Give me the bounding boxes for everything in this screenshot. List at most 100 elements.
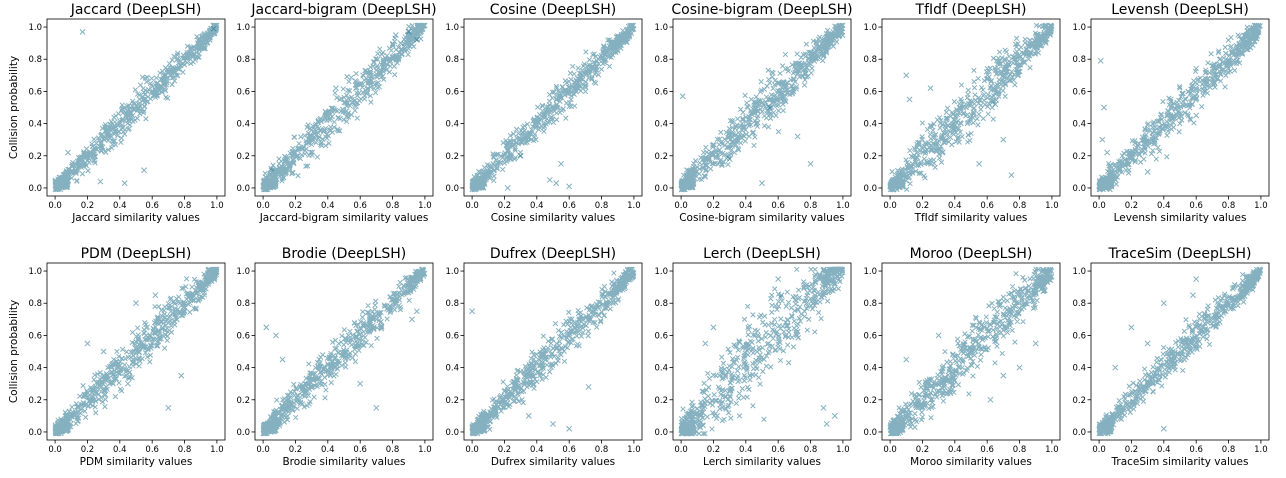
x-tick-label: 0.4 <box>1157 201 1171 211</box>
y-tick-label: 0.6 <box>1072 87 1086 97</box>
subplot-3: Cosine (DeepLSH) 0.0 0.2 0.4 0.6 0.8 1.0 0.0 0.2… <box>445 2 643 224</box>
scatter-point <box>987 396 994 403</box>
x-tick-label: 1.0 <box>210 201 224 211</box>
y-tick-label: 0.6 <box>236 331 250 341</box>
y-tick-label: 0.2 <box>28 152 42 162</box>
plot-frame <box>463 18 643 197</box>
y-tick-label: 0.8 <box>863 299 877 309</box>
x-axis-label: Jaccard similarity values <box>71 212 200 224</box>
y-tick-label: 0.4 <box>236 364 250 374</box>
y-tick-label: 0.0 <box>28 428 42 438</box>
y-tick-label: 1.0 <box>28 23 42 33</box>
x-tick-label: 1.0 <box>836 201 850 211</box>
scatter-point <box>409 316 415 323</box>
scatter-cloud <box>52 22 220 193</box>
scatter-cloud <box>1096 22 1263 193</box>
x-tick-label: 0.2 <box>498 201 512 211</box>
x-tick-label: 0.2 <box>289 445 303 455</box>
x-axis-label: Levensh similarity values <box>1114 212 1247 224</box>
y-tick-label: 0.8 <box>445 55 459 65</box>
x-tick-label: 0.2 <box>289 201 303 211</box>
subplot-11: Moroo (DeepLSH) 0.0 0.2 0.4 0.6 0.8 1.0 0.0 0.2 0… <box>863 246 1061 468</box>
y-tick-label: 0.2 <box>445 152 459 162</box>
x-tick-label: 1.0 <box>418 201 432 211</box>
scatter-point <box>794 133 801 140</box>
scatter-point <box>1100 104 1107 111</box>
y-tick-label: 0.6 <box>236 87 250 97</box>
scatter-points <box>678 266 846 437</box>
scatter-point <box>903 72 910 79</box>
y-tick-label: 0.6 <box>445 331 459 341</box>
y-tick-label: 0.2 <box>28 396 42 406</box>
y-axis-label: Collision probability <box>8 300 20 403</box>
y-tick-label: 0.0 <box>1072 184 1086 194</box>
scatter-points <box>887 22 1055 193</box>
subplot-1: Jaccard (DeepLSH) 0.0 0.2 0.4 0.6 0.8 1.0 0.0 0.… <box>8 2 226 224</box>
x-tick-label: 0.4 <box>1157 445 1171 455</box>
plot-frame <box>881 18 1061 197</box>
x-tick-label: 0.4 <box>739 445 753 455</box>
scatter-points <box>1096 22 1263 193</box>
x-tick-label: 0.4 <box>113 445 127 455</box>
scatter-point <box>702 340 709 347</box>
x-tick-label: 0.6 <box>980 445 994 455</box>
y-tick-label: 0.4 <box>654 364 668 374</box>
scatter-point <box>1193 112 1200 119</box>
x-tick-label: 1.0 <box>1254 201 1268 211</box>
x-tick-label: 0.8 <box>178 201 192 211</box>
scatter-point <box>726 156 733 162</box>
x-tick-label: 0.4 <box>113 201 127 211</box>
y-tick-label: 0.2 <box>863 152 877 162</box>
scatter-points <box>469 22 637 193</box>
x-tick-label: 0.6 <box>1189 201 1203 211</box>
x-axis-label: Cosine similarity values <box>491 212 616 224</box>
scatter-point <box>1099 136 1106 143</box>
y-tick-label: 1.0 <box>654 267 668 277</box>
x-tick-label: 0.6 <box>353 445 367 455</box>
x-tick-label: 1.0 <box>418 445 432 455</box>
scatter-point <box>1000 372 1007 379</box>
x-tick-label: 0.6 <box>145 445 159 455</box>
scatter-point <box>906 96 913 103</box>
y-axis-label: Collision probability <box>8 56 20 159</box>
x-tick-label: 0.8 <box>1013 445 1027 455</box>
y-tick-label: 1.0 <box>1072 23 1086 33</box>
scatter-point <box>357 380 364 387</box>
scatter-point <box>775 276 782 283</box>
scatter-point <box>831 412 838 419</box>
scatter-point <box>1112 364 1119 371</box>
subplot-6: Levensh (DeepLSH) 0.0 0.2 0.4 0.6 0.8 1.0 0.0 0.… <box>1072 2 1270 224</box>
y-tick-label: 0.4 <box>28 364 42 374</box>
scatter-points <box>52 22 220 193</box>
y-tick-label: 0.4 <box>445 120 459 130</box>
scatter-cloud <box>260 22 428 193</box>
scatter-points <box>678 22 846 193</box>
plot-frame <box>881 262 1061 441</box>
scatter-points <box>469 266 637 437</box>
x-tick-label: 1.0 <box>836 445 850 455</box>
y-tick-label: 0.4 <box>863 120 877 130</box>
scatter-point <box>566 183 573 190</box>
x-tick-label: 0.0 <box>674 201 688 211</box>
y-tick-label: 1.0 <box>445 23 459 33</box>
x-tick-label: 0.0 <box>883 445 897 455</box>
plot-frame <box>254 18 434 197</box>
y-tick-label: 0.4 <box>863 364 877 374</box>
y-tick-label: 0.6 <box>445 87 459 97</box>
scatter-point <box>778 292 785 299</box>
x-tick-label: 0.0 <box>48 445 62 455</box>
scatter-point <box>1144 340 1151 347</box>
x-tick-label: 0.0 <box>256 445 270 455</box>
scatter-cloud <box>678 22 846 193</box>
scatter-point <box>84 340 91 347</box>
y-tick-label: 0.8 <box>28 299 42 309</box>
y-tick-label: 0.6 <box>28 87 42 97</box>
scatter-point <box>767 104 774 111</box>
scatter-point <box>807 160 814 167</box>
subplot-title: Levensh (DeepLSH) <box>1111 2 1249 18</box>
scatter-point <box>268 165 275 172</box>
y-tick-label: 0.2 <box>445 396 459 406</box>
subplot-title: Jaccard-bigram (DeepLSH) <box>250 2 436 18</box>
x-tick-label: 0.6 <box>771 201 785 211</box>
x-tick-label: 1.0 <box>1045 201 1059 211</box>
